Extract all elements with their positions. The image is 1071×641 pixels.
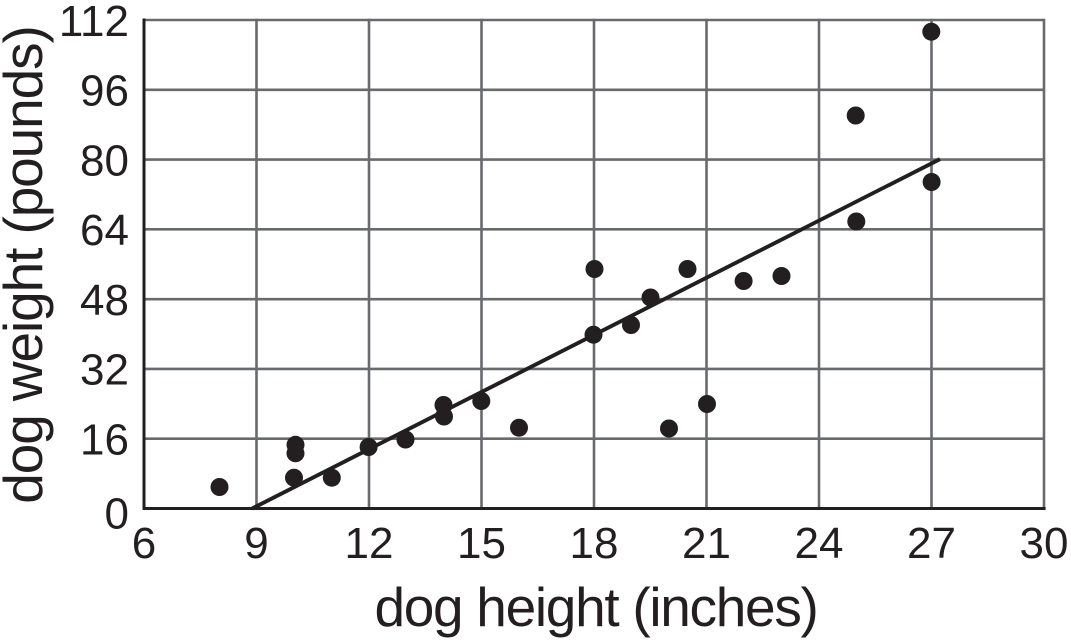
svg-text:16: 16 [80, 416, 129, 465]
svg-text:24: 24 [795, 519, 844, 568]
svg-text:27: 27 [907, 519, 956, 568]
svg-text:6: 6 [132, 519, 156, 568]
svg-text:18: 18 [570, 519, 619, 568]
svg-text:dog weight (pounds): dog weight (pounds) [0, 26, 54, 503]
svg-text:96: 96 [80, 67, 129, 116]
svg-text:15: 15 [457, 519, 506, 568]
svg-text:112: 112 [59, 0, 129, 46]
svg-text:0: 0 [105, 490, 129, 539]
svg-text:21: 21 [682, 519, 731, 568]
svg-text:80: 80 [80, 136, 129, 185]
svg-text:9: 9 [244, 519, 268, 568]
svg-text:30: 30 [1020, 519, 1069, 568]
svg-text:12: 12 [345, 519, 394, 568]
svg-text:48: 48 [80, 276, 129, 325]
svg-text:32: 32 [80, 346, 129, 395]
svg-text:dog height (inches): dog height (inches) [374, 576, 817, 638]
svg-text:64: 64 [80, 206, 129, 255]
